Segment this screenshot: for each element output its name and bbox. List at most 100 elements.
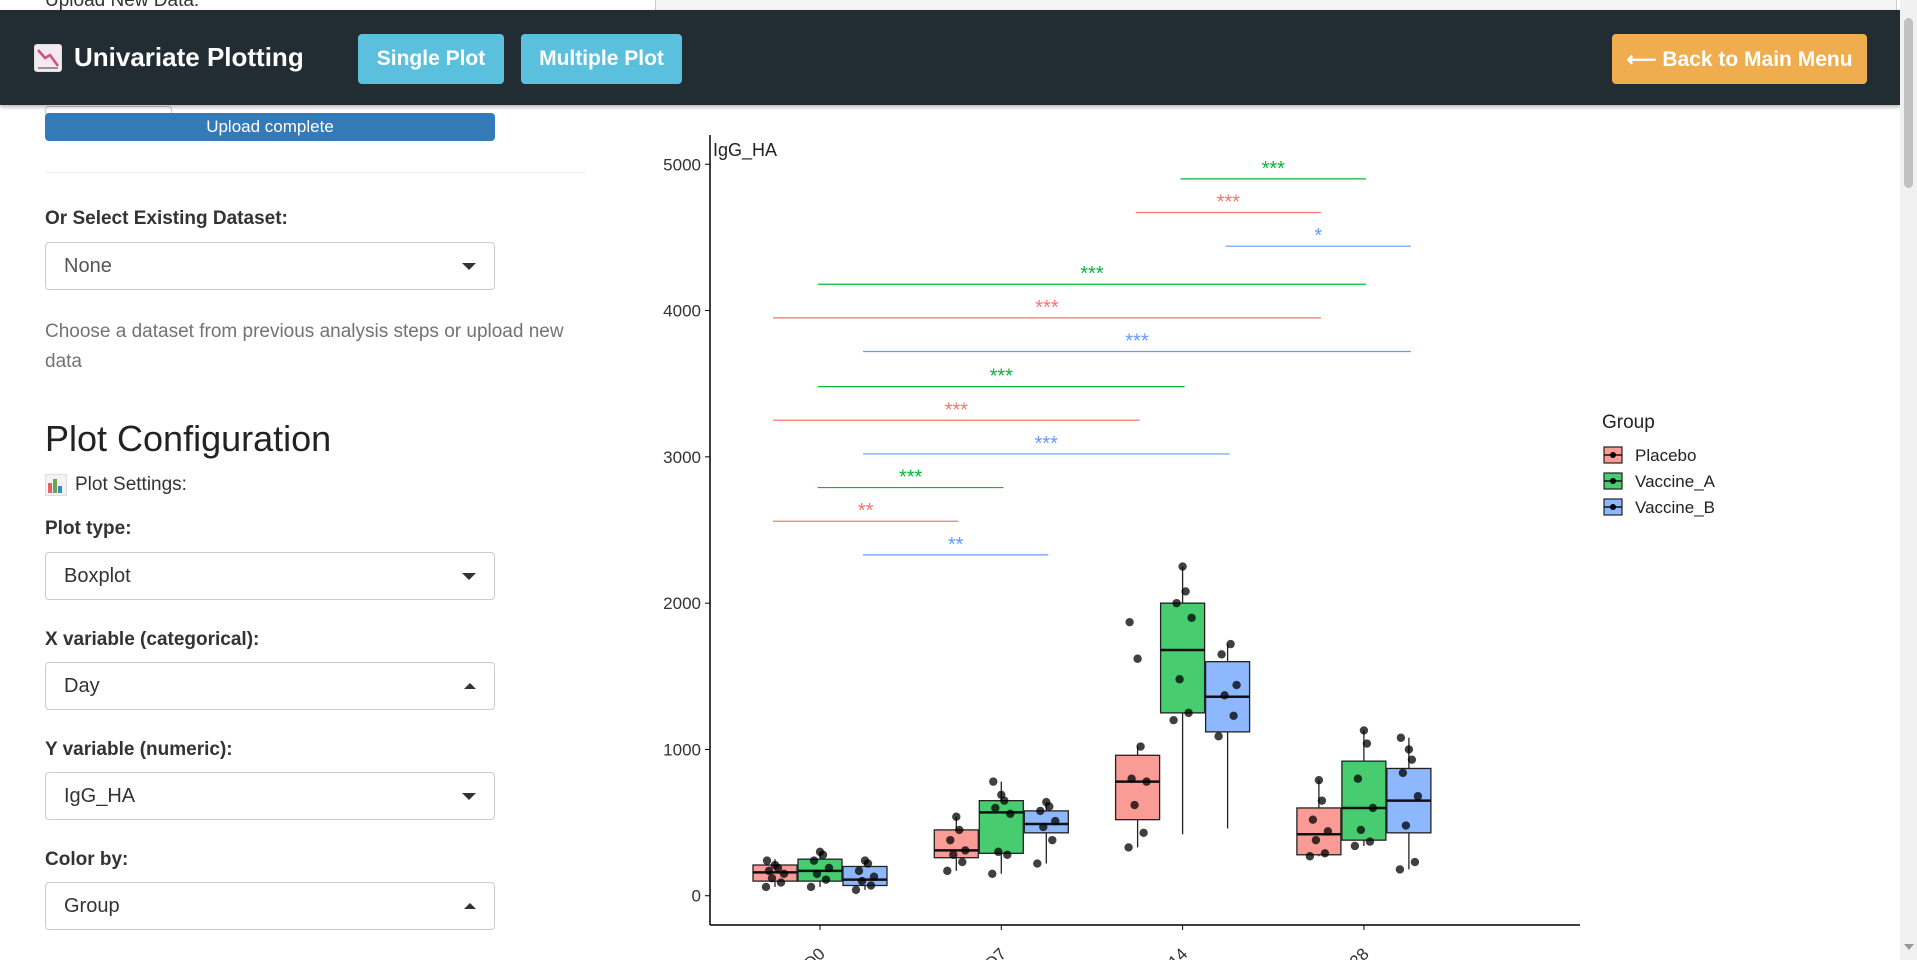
y-tick-label: 3000 xyxy=(663,448,701,467)
existing-dataset-label: Or Select Existing Dataset: xyxy=(45,208,288,229)
data-point xyxy=(1356,825,1366,835)
data-point xyxy=(1365,837,1375,846)
page-scrollbar[interactable] xyxy=(1900,0,1917,960)
data-point xyxy=(1214,732,1223,741)
legend-key-point xyxy=(1610,504,1616,510)
x-tick-label: D7 xyxy=(981,944,1010,960)
significance-label: *** xyxy=(1035,297,1059,319)
chevron-down-icon xyxy=(462,792,476,800)
color-by-select[interactable]: Group xyxy=(45,882,495,930)
data-point xyxy=(1172,598,1181,608)
data-point xyxy=(1133,654,1142,663)
data-point xyxy=(866,881,876,890)
data-point xyxy=(1178,562,1187,571)
chart-decreasing-icon xyxy=(34,43,62,72)
data-point xyxy=(1362,739,1372,748)
data-point xyxy=(1323,827,1333,836)
data-point xyxy=(1003,850,1012,859)
existing-dataset-select[interactable]: None xyxy=(45,242,495,290)
app-brand: Univariate Plotting xyxy=(34,10,304,105)
data-point xyxy=(1039,822,1048,832)
box-vaccine_a xyxy=(1159,602,1206,714)
data-point xyxy=(1410,857,1420,867)
data-point xyxy=(1395,865,1405,874)
multiple-plot-button[interactable]: Multiple Plot xyxy=(521,34,682,84)
app-title: Univariate Plotting xyxy=(74,42,304,72)
data-point xyxy=(806,882,816,892)
single-plot-button[interactable]: Single Plot xyxy=(358,34,504,84)
y-variable-value: IgG_HA xyxy=(64,784,136,807)
data-point xyxy=(991,803,1000,813)
data-point xyxy=(869,872,879,881)
plot-type-value: Boxplot xyxy=(64,564,131,587)
color-by-label: Color by: xyxy=(45,849,129,870)
data-point xyxy=(1353,774,1363,783)
data-point xyxy=(946,835,955,845)
data-point xyxy=(1136,742,1145,751)
y-axis-title: IgG_HA xyxy=(713,140,777,161)
data-point xyxy=(1314,775,1324,785)
significance-label: * xyxy=(1314,225,1322,247)
x-variable-label: X variable (categorical): xyxy=(45,629,260,650)
significance-label: *** xyxy=(1080,263,1104,285)
data-point xyxy=(824,863,834,873)
data-point xyxy=(1184,708,1193,718)
scroll-down-arrow-icon[interactable] xyxy=(1904,944,1914,950)
box-vaccine_b xyxy=(1023,810,1069,834)
plot-configuration-heading: Plot Configuration xyxy=(45,418,332,459)
significance-label: ** xyxy=(948,534,964,556)
data-point xyxy=(1124,843,1133,852)
legend-key-point xyxy=(1610,452,1616,458)
y-variable-select[interactable]: IgG_HA xyxy=(45,772,495,820)
data-point xyxy=(997,790,1006,799)
data-point xyxy=(857,876,867,886)
box-placebo xyxy=(1114,754,1161,821)
x-tick-label: D28 xyxy=(1337,944,1372,960)
plot-type-select[interactable]: Boxplot xyxy=(45,552,495,600)
data-point xyxy=(1226,639,1235,649)
scrollbar-thumb[interactable] xyxy=(1904,18,1913,188)
back-to-main-menu-button[interactable]: ⟵ Back to Main Menu xyxy=(1612,34,1867,84)
significance-label: *** xyxy=(1262,158,1286,180)
data-point xyxy=(1404,745,1414,754)
data-point xyxy=(854,866,864,876)
boxplot-svg: 010002000300040005000IgG_HAD0D7D14D28***… xyxy=(663,135,1716,960)
top-navbar: Univariate Plotting Single Plot Multiple… xyxy=(0,10,1900,105)
box-vaccine_a xyxy=(978,799,1024,854)
legend-label: Placebo xyxy=(1635,446,1696,465)
data-point xyxy=(1169,715,1178,725)
data-point xyxy=(770,860,780,870)
data-point xyxy=(764,866,774,876)
file-input-remnant[interactable] xyxy=(45,106,172,115)
chevron-down-icon xyxy=(462,262,476,270)
data-point xyxy=(1142,777,1151,786)
data-point xyxy=(943,866,952,876)
data-point xyxy=(958,857,967,867)
sidebar-panel: Upload New Data: Upload complete Or Sele… xyxy=(0,0,600,960)
data-point xyxy=(1305,852,1315,861)
chevron-up-icon xyxy=(464,903,476,909)
y-tick-label: 5000 xyxy=(663,155,701,174)
x-tick-label: D0 xyxy=(800,944,829,960)
boxplot-figure: 010002000300040005000IgG_HAD0D7D14D28***… xyxy=(620,120,1910,960)
data-point xyxy=(1401,821,1411,830)
data-point xyxy=(1181,587,1190,596)
significance-label: *** xyxy=(945,399,969,421)
data-point xyxy=(762,856,772,865)
chevron-up-icon xyxy=(464,683,476,689)
data-point xyxy=(1051,816,1060,826)
data-point xyxy=(851,885,861,895)
chevron-down-icon xyxy=(462,572,476,580)
data-point xyxy=(1033,859,1042,868)
plot-type-label: Plot type: xyxy=(45,518,132,539)
data-point xyxy=(1308,815,1318,824)
data-point xyxy=(1125,617,1134,627)
data-point xyxy=(1229,711,1238,720)
existing-dataset-help: Choose a dataset from previous analysis … xyxy=(45,321,564,372)
legend-title: Group xyxy=(1602,412,1655,433)
x-variable-select[interactable]: Day xyxy=(45,662,495,710)
data-point xyxy=(1139,828,1148,838)
data-point xyxy=(1175,675,1184,684)
data-point xyxy=(1350,841,1360,851)
data-point xyxy=(1317,796,1327,805)
